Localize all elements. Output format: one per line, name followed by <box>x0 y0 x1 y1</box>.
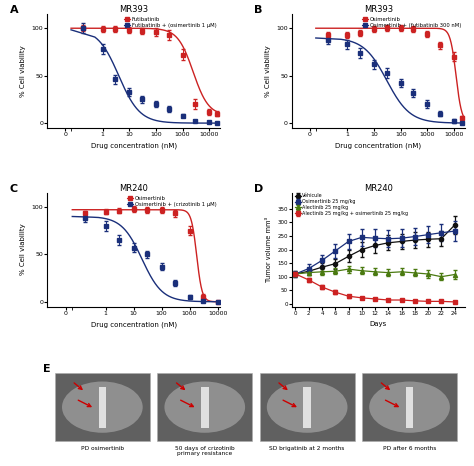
Text: E: E <box>43 364 51 374</box>
Text: PD after 6 months: PD after 6 months <box>383 445 436 451</box>
Legend: Véhicule, Osimertinib 25 mg/kg, Alectinib 25 mg/kg, Alectinib 25 mg/kg + osimert: Véhicule, Osimertinib 25 mg/kg, Alectini… <box>294 193 409 217</box>
Text: SD brigatinib at 2 months: SD brigatinib at 2 months <box>270 445 345 451</box>
Bar <box>201 387 209 428</box>
Y-axis label: Tumor volume mm³: Tumor volume mm³ <box>266 217 272 282</box>
Y-axis label: % Cell viability: % Cell viability <box>265 45 271 97</box>
X-axis label: Days: Days <box>370 321 387 327</box>
Ellipse shape <box>164 382 245 433</box>
Text: A: A <box>9 5 18 15</box>
Title: MR240: MR240 <box>119 184 148 192</box>
Title: MR240: MR240 <box>364 184 393 192</box>
Text: C: C <box>9 184 18 193</box>
Bar <box>303 387 311 428</box>
Legend: Futibatinib, Futibatinib + (osimertinib 1 μM): Futibatinib, Futibatinib + (osimertinib … <box>123 17 217 29</box>
Y-axis label: % Cell viability: % Cell viability <box>20 224 26 275</box>
X-axis label: Drug concentration (nM): Drug concentration (nM) <box>335 143 421 149</box>
Text: PD osimertinib: PD osimertinib <box>81 445 124 451</box>
Text: 50 days of crizotinib
primary resistance: 50 days of crizotinib primary resistance <box>175 445 235 456</box>
Bar <box>260 373 355 441</box>
Ellipse shape <box>62 382 143 433</box>
Bar <box>362 373 457 441</box>
X-axis label: Drug concentration (nM): Drug concentration (nM) <box>91 143 177 149</box>
Bar <box>157 373 252 441</box>
Ellipse shape <box>369 382 450 433</box>
Text: D: D <box>254 184 264 193</box>
Ellipse shape <box>267 382 347 433</box>
Legend: Osimertinib, Osimertinib + (crizotinib 1 μM): Osimertinib, Osimertinib + (crizotinib 1… <box>127 195 217 207</box>
X-axis label: Drug concentration (nM): Drug concentration (nM) <box>91 321 177 328</box>
Legend: Osimertinib, Osimertinib + (futibatinib 300 nM): Osimertinib, Osimertinib + (futibatinib … <box>362 17 462 29</box>
Bar <box>406 387 413 428</box>
Text: B: B <box>254 5 263 15</box>
Title: MR393: MR393 <box>364 5 393 14</box>
Y-axis label: % Cell viability: % Cell viability <box>20 45 26 97</box>
Title: MR393: MR393 <box>119 5 148 14</box>
Bar <box>55 373 150 441</box>
Bar <box>99 387 106 428</box>
